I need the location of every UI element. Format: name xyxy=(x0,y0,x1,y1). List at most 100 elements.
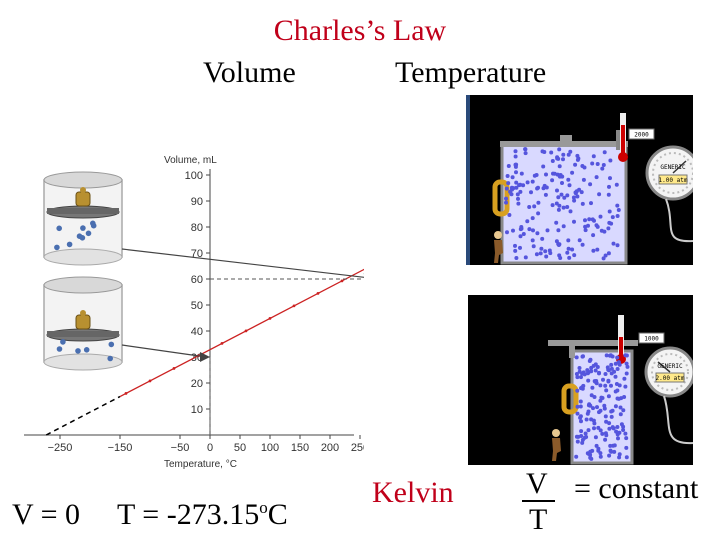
gas-molecule xyxy=(565,205,570,209)
gas-molecule xyxy=(504,186,509,191)
gas-molecule xyxy=(567,183,572,188)
gas-molecule xyxy=(532,204,537,209)
gas-molecule xyxy=(556,228,561,233)
gas-molecule xyxy=(588,452,593,457)
gas-molecule xyxy=(517,183,522,188)
beaker-molecules xyxy=(54,220,115,362)
gas-molecule xyxy=(588,455,593,460)
gas-molecule xyxy=(60,339,66,345)
gas-molecule xyxy=(575,157,580,162)
data-point xyxy=(268,316,272,320)
gas-molecule xyxy=(521,183,526,188)
gas-molecule xyxy=(624,353,629,358)
gas-molecule xyxy=(598,428,603,433)
gas-molecule xyxy=(611,426,616,431)
gas-molecule xyxy=(614,182,619,187)
gas-molecule xyxy=(600,166,605,171)
thermo-readout: 1000 xyxy=(644,336,659,343)
gas-molecule xyxy=(590,161,595,166)
gas-molecule xyxy=(579,190,584,195)
gas-molecule xyxy=(561,152,566,157)
gas-molecule xyxy=(575,194,580,199)
y-tick-label: 40 xyxy=(191,326,203,338)
gas-molecule xyxy=(609,449,614,454)
gas-molecule xyxy=(519,225,524,229)
gas-molecule xyxy=(80,225,86,231)
gas-molecule xyxy=(542,150,547,154)
arrow-top xyxy=(121,248,364,278)
gas-molecule xyxy=(602,150,607,155)
gas-molecule xyxy=(513,154,518,159)
gas-molecule xyxy=(554,201,559,206)
gas-molecule xyxy=(591,154,596,159)
x-tick-label: 150 xyxy=(291,442,309,454)
gas-molecule xyxy=(595,247,600,252)
gas-molecule xyxy=(504,200,508,205)
thermometer-icon xyxy=(618,113,628,162)
gas-molecule xyxy=(615,243,620,248)
gas-molecule xyxy=(609,362,614,367)
gas-molecule xyxy=(604,388,609,393)
fraction-numerator: V xyxy=(526,467,548,500)
gas-box xyxy=(500,141,628,265)
gas-molecule xyxy=(513,162,518,167)
gas-molecule xyxy=(575,411,580,416)
gas-molecule xyxy=(624,455,629,460)
gas-molecule xyxy=(580,242,585,247)
gas-molecule xyxy=(601,163,606,167)
gas-molecule xyxy=(579,419,583,424)
data-point xyxy=(316,291,320,295)
gas-molecule xyxy=(607,453,612,458)
gas-molecule xyxy=(532,173,537,178)
gas-molecule xyxy=(552,171,557,176)
gas-molecule xyxy=(504,196,508,201)
data-point xyxy=(220,342,224,345)
gas-molecule xyxy=(509,185,514,190)
gas-molecule xyxy=(592,426,596,431)
x-tick-label: −150 xyxy=(108,442,133,454)
gas-molecule xyxy=(85,230,92,237)
gas-molecule xyxy=(573,162,578,167)
gas-molecule xyxy=(536,211,541,216)
gas-molecule xyxy=(519,171,524,176)
gas-molecule xyxy=(598,398,603,403)
gas-container-panel-top: 2000 GENERIC 1.00 atm xyxy=(466,95,693,265)
gas-molecule xyxy=(66,241,73,248)
gas-molecule xyxy=(583,224,588,229)
gas-molecule xyxy=(568,149,573,154)
gas-molecule xyxy=(76,233,83,239)
gas-molecule xyxy=(571,195,576,200)
gas-molecule xyxy=(588,357,593,362)
gas-molecule xyxy=(584,435,589,439)
gauge-readout: 2.00 atm xyxy=(656,375,685,382)
gas-molecule xyxy=(586,378,591,383)
gas-molecule xyxy=(514,180,519,185)
gas-molecule xyxy=(592,395,597,399)
gas-molecule xyxy=(513,243,517,248)
gas-molecule xyxy=(566,152,571,157)
gas-molecule xyxy=(598,214,603,219)
piston xyxy=(548,340,638,346)
gas-molecule xyxy=(545,228,550,233)
gas-molecule xyxy=(594,223,599,228)
gas-molecule xyxy=(560,181,564,185)
gas-molecule xyxy=(598,451,603,456)
gas-molecule xyxy=(525,219,530,224)
gas-molecule xyxy=(606,251,611,256)
gauge-hose xyxy=(665,198,693,243)
gas-molecule xyxy=(515,192,520,197)
fraction-bar xyxy=(522,500,555,502)
gas-molecule xyxy=(572,198,577,203)
gas-molecule xyxy=(90,222,97,229)
gas-molecule xyxy=(75,348,81,354)
thermo-readout: 2000 xyxy=(634,132,649,139)
gas-molecule xyxy=(555,156,560,161)
gas-molecule xyxy=(600,431,605,436)
gas-molecule xyxy=(594,175,599,180)
gas-molecule xyxy=(613,374,618,379)
beaker-top xyxy=(43,171,123,266)
data-point xyxy=(244,329,248,333)
gas-molecule xyxy=(598,383,603,388)
panel-edge xyxy=(466,95,470,265)
gas-molecule xyxy=(523,151,528,156)
